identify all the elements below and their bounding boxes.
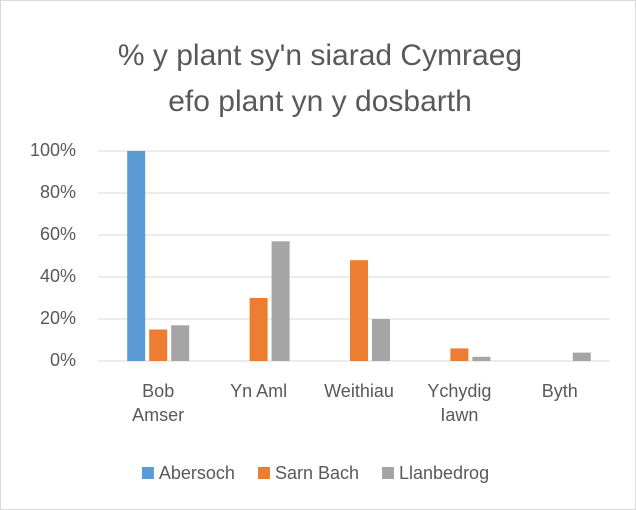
bar: [572, 352, 591, 361]
y-tick-label: 80%: [40, 182, 76, 202]
y-tick-label: 0%: [50, 350, 76, 370]
bar: [372, 319, 390, 361]
bar: [450, 348, 469, 361]
bar: [127, 151, 146, 361]
bar: [472, 356, 491, 361]
chart-title: efo plant yn y dosbarth: [168, 85, 472, 118]
legend-swatch: [141, 467, 154, 479]
x-tick-label: Ychydig Iawn: [427, 381, 492, 425]
y-tick-label: 20%: [40, 308, 76, 328]
y-tick-label: 60%: [40, 224, 76, 244]
legend-label: Sarn Bach: [275, 463, 359, 483]
y-tick-label: 40%: [40, 266, 76, 286]
x-tick-label: Byth: [541, 381, 578, 401]
bar: [249, 298, 268, 361]
legend-label: Abersoch: [159, 463, 235, 483]
bar: [149, 329, 168, 361]
bar: [271, 241, 290, 361]
x-tick-label: Yn Aml: [230, 381, 288, 401]
legend-swatch: [382, 467, 395, 479]
legend-label: Llanbedrog: [399, 463, 489, 483]
legend-swatch: [257, 467, 270, 479]
bar: [350, 260, 368, 361]
x-tick-label: Bob Amser: [132, 381, 185, 425]
x-tick-label: Weithiau: [324, 381, 394, 401]
chart-title: % y plant sy'n siarad Cymraeg: [118, 39, 522, 72]
y-tick-label: 100%: [30, 140, 76, 160]
bar: [171, 325, 190, 361]
